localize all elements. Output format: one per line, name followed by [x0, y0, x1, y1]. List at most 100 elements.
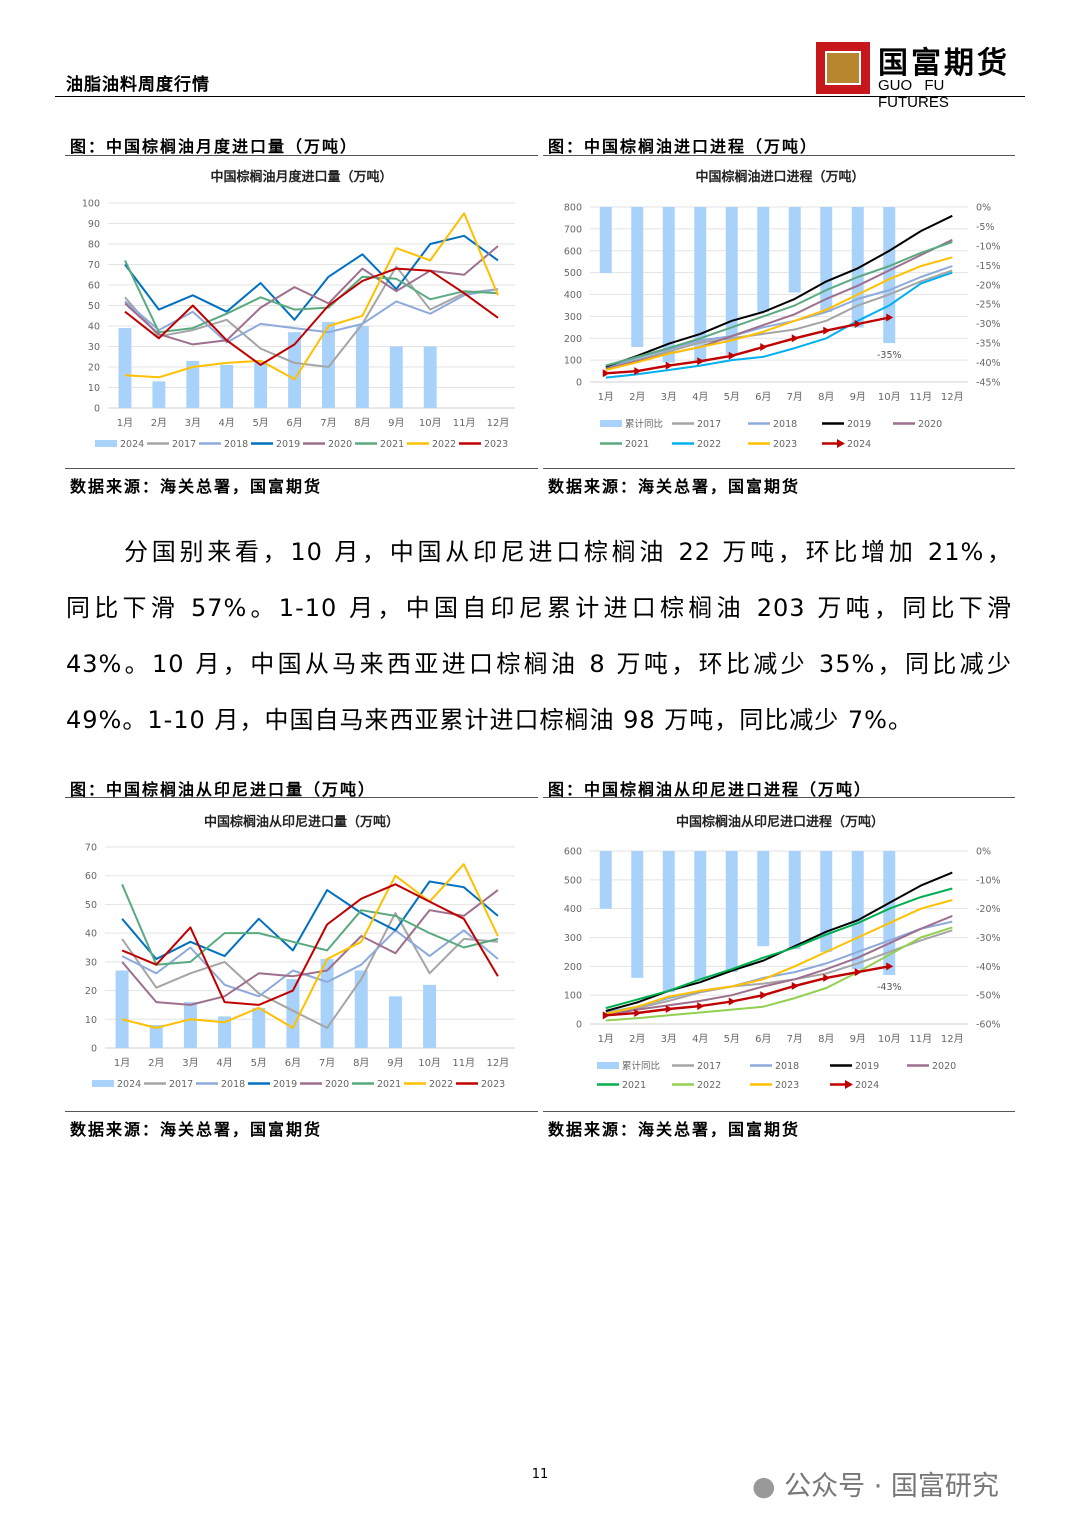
arrow-marker	[854, 320, 862, 329]
company-logo: 国富期货 GUO FU FUTURES	[816, 42, 1022, 111]
chart-title: 中国棕榈油从印尼进口进程（万吨）	[676, 814, 884, 830]
logo-english-name: GUO FU FUTURES	[878, 77, 949, 111]
bar-累计同比	[631, 207, 644, 347]
legend-label: 2024	[120, 439, 144, 450]
y2-tick-label: 0%	[976, 203, 991, 214]
chart-monthly-imports: 中国棕榈油月度进口量（万吨） 0 10 20 30 40 50 60 70 80 90 100 1月 2月…	[82, 169, 515, 450]
arrow-marker	[886, 962, 894, 971]
legend-label: 2018	[224, 439, 248, 450]
y-tick-label: 10	[85, 1015, 97, 1026]
source-rule	[543, 468, 1015, 469]
figure-caption-1: 图：中国棕榈油月度进口量（万吨）	[70, 137, 359, 156]
series-line-2024	[605, 316, 890, 375]
arrow-marker	[823, 326, 831, 335]
bar-累计同比	[694, 851, 707, 981]
legend-label: 2018	[221, 1079, 245, 1090]
bar-2024	[118, 328, 132, 408]
y-tick-label: 40	[85, 929, 97, 940]
y2-tick-label: -10%	[976, 875, 1001, 886]
x-tick-label: 3月	[661, 391, 677, 403]
bar-累计同比	[788, 207, 801, 293]
arrow-marker	[634, 1009, 642, 1018]
y-tick-label: 50	[85, 900, 97, 911]
bar-累计同比	[599, 851, 612, 909]
x-tick-label: 2月	[629, 1033, 645, 1045]
y-tick-label: 40	[88, 322, 100, 333]
source-rule	[65, 468, 538, 469]
series-line-2022	[605, 271, 953, 379]
y-tick-label: 30	[88, 342, 100, 353]
x-tick-label: 5月	[252, 417, 268, 429]
series-line-2019	[121, 880, 499, 960]
y2-tick-label: 0%	[976, 847, 991, 858]
x-tick-label: 10月	[878, 391, 901, 403]
y-tick-label: 0	[94, 404, 100, 415]
bar-2024	[152, 381, 166, 408]
y2-tick-label: -40%	[976, 358, 1001, 369]
y-tick-label: 80	[88, 240, 100, 251]
y2-tick-label: -20%	[976, 904, 1001, 915]
watermark-text: 公众号 · 国富研究	[784, 1471, 999, 1502]
report-header-title: 油脂油料周度行情	[66, 75, 210, 95]
x-tick-label: 9月	[388, 417, 404, 429]
x-tick-label: 7月	[787, 1033, 803, 1045]
series-line-2020	[121, 889, 499, 1006]
series-line-2018	[605, 920, 953, 1014]
legend-label: 2020	[918, 419, 942, 430]
y2-tick-label: -60%	[976, 1020, 1001, 1031]
x-tick-label: 12月	[487, 417, 510, 429]
data-source-note: 数据来源：海关总署，国富期货	[70, 477, 323, 496]
series-line-2020	[605, 914, 953, 1017]
caption-rule	[65, 797, 538, 798]
caption-rule	[543, 797, 1015, 798]
series-line-2018	[124, 288, 499, 344]
series-line-2019	[124, 234, 499, 321]
x-tick-label: 4月	[216, 1057, 232, 1069]
y-tick-label: 90	[88, 219, 100, 230]
x-tick-label: 10月	[419, 417, 442, 429]
bar-annotation: -43%	[877, 982, 902, 993]
x-tick-label: 4月	[219, 417, 235, 429]
paragraph-line: 分国别来看，10 月，中国从印尼进口棕榈油 22 万吨，环比增加 21%，	[124, 538, 1012, 566]
legend-label: 2022	[697, 1080, 721, 1091]
y-tick-label: 200	[564, 962, 582, 973]
x-tick-label: 5月	[251, 1057, 267, 1069]
x-tick-label: 12月	[941, 1033, 964, 1045]
series-line-2023	[605, 256, 953, 371]
arrow-marker	[728, 997, 736, 1006]
legend-label: 2022	[429, 1079, 453, 1090]
bar-2024	[254, 360, 268, 408]
bar-2024	[354, 970, 368, 1048]
y-tick-label: 30	[85, 957, 97, 968]
legend-label: 2024	[847, 439, 871, 450]
x-tick-label: 2月	[151, 417, 167, 429]
x-tick-label: 9月	[387, 1057, 403, 1069]
series-line-2017	[124, 265, 499, 368]
bar-2024	[186, 360, 200, 408]
legend-label: 2024	[855, 1080, 879, 1091]
x-tick-label: 6月	[285, 1057, 301, 1069]
series-line-2018	[121, 929, 499, 998]
legend-label: 2024	[117, 1079, 141, 1090]
chart-indonesia-monthly-imports: 中国棕榈油从印尼进口量（万吨） 0 10 20 30 40 50 60 70 1月 2月 3月 4月 5月…	[85, 814, 515, 1090]
arrow-marker	[634, 367, 642, 376]
bar-累计同比	[662, 851, 675, 993]
y2-tick-label: -50%	[976, 991, 1001, 1002]
y2-tick-label: -10%	[976, 241, 1001, 252]
y-tick-label: 20	[85, 986, 97, 997]
x-tick-label: 12月	[487, 1057, 510, 1069]
legend-label: 2021	[622, 1080, 646, 1091]
x-tick-label: 6月	[286, 417, 302, 429]
bar-累计同比	[694, 207, 707, 363]
y2-tick-label: -30%	[976, 933, 1001, 944]
arrow-marker	[602, 1011, 610, 1020]
y-tick-label: 0	[576, 1020, 582, 1031]
bar-2024	[355, 326, 369, 408]
legend-label: 2019	[273, 1079, 297, 1090]
y-tick-label: 700	[564, 224, 582, 235]
legend-label: 累计同比	[622, 1060, 660, 1072]
legend-label: 2017	[169, 1079, 193, 1090]
chart-title: 中国棕榈油从印尼进口量（万吨）	[204, 814, 399, 830]
figure-caption-3: 图：中国棕榈油从印尼进口量（万吨）	[70, 780, 377, 799]
series-line-2020	[124, 245, 499, 346]
